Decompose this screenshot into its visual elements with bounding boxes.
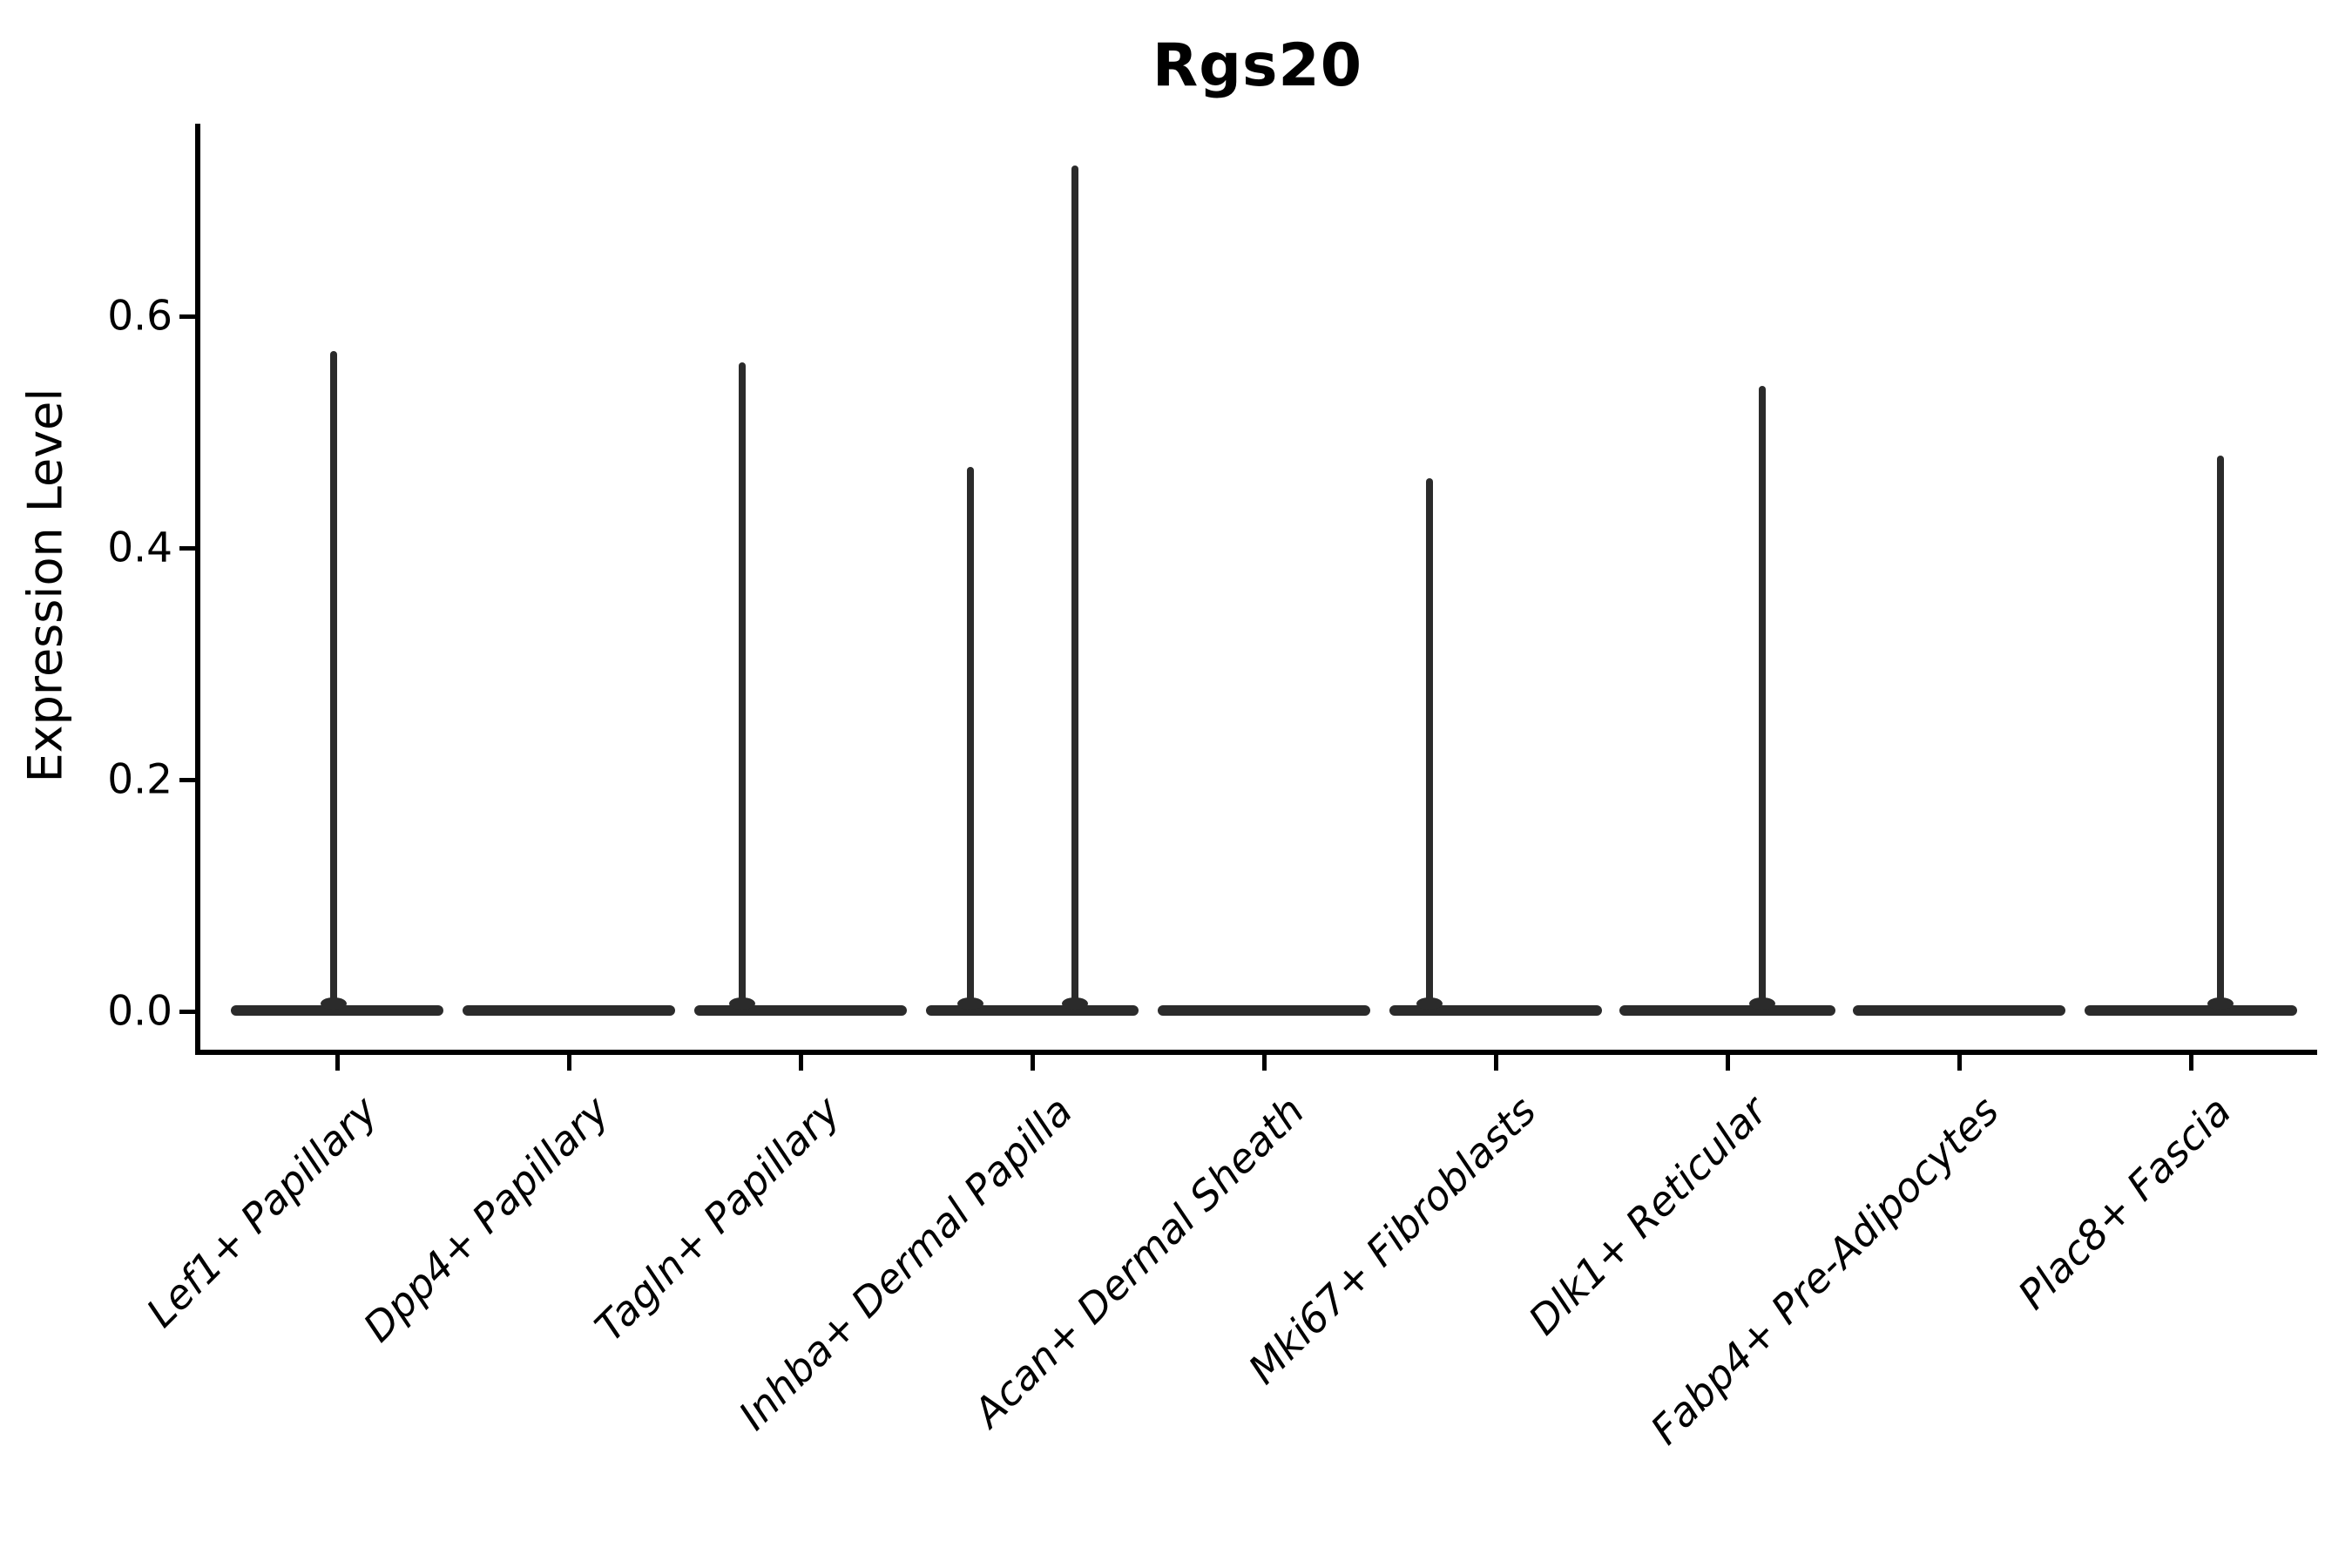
x-tick-label: Tagln+ Papillary xyxy=(585,1087,850,1351)
y-tick-label: 0.0 xyxy=(107,987,172,1036)
violin-spike xyxy=(1426,478,1433,1009)
x-tick xyxy=(1493,1055,1498,1071)
x-tick-label: Dlk1+ Reticular xyxy=(1519,1087,1777,1344)
violin-spike xyxy=(1759,385,1766,1009)
violin-spike xyxy=(330,350,337,1009)
x-tick xyxy=(2188,1055,2193,1071)
violin-body xyxy=(1158,1005,1370,1016)
chart-title: Rgs20 xyxy=(1152,31,1363,100)
x-tick-label: Lef1+ Papillary xyxy=(137,1087,387,1336)
violin-body xyxy=(231,1005,443,1016)
violin-body xyxy=(1853,1005,2065,1016)
x-tick xyxy=(1030,1055,1035,1071)
y-tick-label: 0.6 xyxy=(107,292,172,341)
y-tick xyxy=(179,314,195,319)
x-axis-spine xyxy=(195,1050,2317,1055)
y-tick xyxy=(179,545,195,551)
y-tick xyxy=(179,1009,195,1014)
violin-body xyxy=(2085,1005,2297,1016)
violin-body xyxy=(694,1005,907,1016)
y-tick-label: 0.2 xyxy=(107,755,172,804)
violin-spike xyxy=(739,362,746,1009)
violin-body xyxy=(463,1005,675,1016)
violin-spike xyxy=(2217,455,2224,1009)
y-tick xyxy=(179,777,195,782)
x-tick-label: Dpp4+ Papillary xyxy=(354,1087,618,1351)
x-tick xyxy=(335,1055,340,1071)
violin-body xyxy=(1619,1005,1835,1016)
violin-spike xyxy=(967,466,974,1009)
x-tick xyxy=(1957,1055,1962,1071)
violin-spike xyxy=(1071,166,1078,1009)
violin-body xyxy=(926,1005,1139,1016)
violin-body xyxy=(1389,1005,1602,1016)
y-axis-spine xyxy=(195,124,200,1054)
y-tick-label: 0.4 xyxy=(107,524,172,572)
y-axis-label: Expression Level xyxy=(17,388,73,783)
x-tick xyxy=(1725,1055,1730,1071)
x-tick xyxy=(1261,1055,1267,1071)
x-tick-label: Plac8+ Fascia xyxy=(2008,1087,2240,1319)
x-tick xyxy=(566,1055,571,1071)
x-tick xyxy=(798,1055,803,1071)
